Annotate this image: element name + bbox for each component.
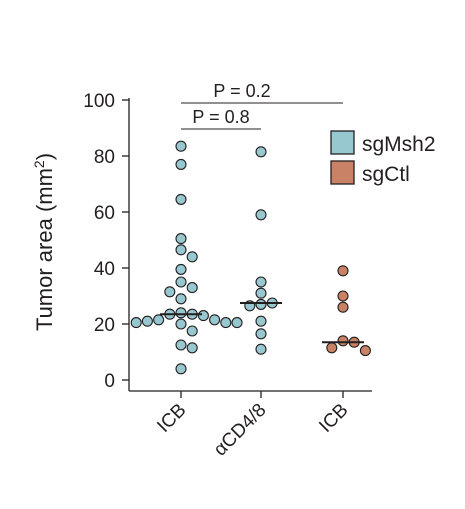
data-point — [337, 335, 349, 347]
data-point — [175, 140, 187, 152]
data-point — [209, 314, 221, 326]
y-tick-label: 60 — [94, 203, 115, 224]
data-point — [186, 251, 198, 263]
data-point — [255, 315, 267, 327]
axes — [128, 98, 372, 392]
data-point — [175, 363, 187, 375]
x-ticks: ICB αCD4/8 ICB — [153, 391, 353, 461]
data-point — [175, 244, 187, 256]
y-axis-label-superscript: 2 — [31, 160, 47, 168]
legend-swatch — [330, 130, 355, 155]
data-point — [337, 301, 349, 313]
p-value-label: P = 0.2 — [213, 81, 270, 101]
x-category-label: ICB — [153, 400, 190, 437]
data-point — [337, 265, 349, 277]
data-point — [175, 293, 187, 305]
data-point — [175, 263, 187, 275]
data-point — [175, 318, 187, 330]
data-point — [255, 328, 267, 340]
legend: sgMsh2 sgCtl — [330, 130, 436, 186]
y-axis-label-close: ) — [32, 153, 57, 160]
y-ticks: 0 20 40 60 80 100 — [83, 91, 129, 392]
data-point — [197, 310, 209, 322]
legend-label: sgCtl — [362, 163, 410, 186]
data-point — [326, 342, 338, 354]
x-category-label: ICB — [315, 400, 352, 437]
data-point — [337, 290, 349, 302]
data-point — [255, 146, 267, 158]
x-category-label: αCD4/8 — [210, 400, 271, 461]
y-tick-label: 80 — [94, 147, 115, 168]
y-tick-label: 100 — [83, 91, 115, 112]
y-tick-label: 40 — [94, 259, 115, 280]
data-point — [175, 276, 187, 288]
data-point — [186, 282, 198, 294]
y-tick-label: 0 — [104, 371, 115, 392]
data-point — [255, 343, 267, 355]
data-point — [255, 209, 267, 221]
data-point — [175, 233, 187, 245]
data-point — [186, 342, 198, 354]
data-point — [153, 314, 165, 326]
data-point — [164, 286, 176, 298]
legend-swatch — [330, 160, 355, 185]
data-point — [175, 158, 187, 170]
data-point — [175, 193, 187, 205]
significance-brackets: P = 0.2 P = 0.8 — [181, 81, 343, 130]
y-axis-label-main: Tumor area (mm — [32, 168, 57, 331]
data-point — [175, 307, 187, 319]
y-axis-label: Tumor area (mm2) — [31, 153, 57, 331]
data-point — [175, 339, 187, 351]
data-point — [255, 298, 267, 310]
y-tick-label: 20 — [94, 315, 115, 336]
data-point — [141, 315, 153, 327]
data-point — [186, 325, 198, 337]
median-lines — [160, 302, 364, 344]
legend-label: sgMsh2 — [362, 133, 436, 156]
data-point — [130, 317, 142, 329]
data-point — [231, 317, 243, 329]
data-point — [255, 276, 267, 288]
data-point — [359, 345, 371, 357]
data-point — [220, 317, 232, 329]
data-point — [255, 287, 267, 299]
p-value-label: P = 0.8 — [192, 107, 249, 127]
